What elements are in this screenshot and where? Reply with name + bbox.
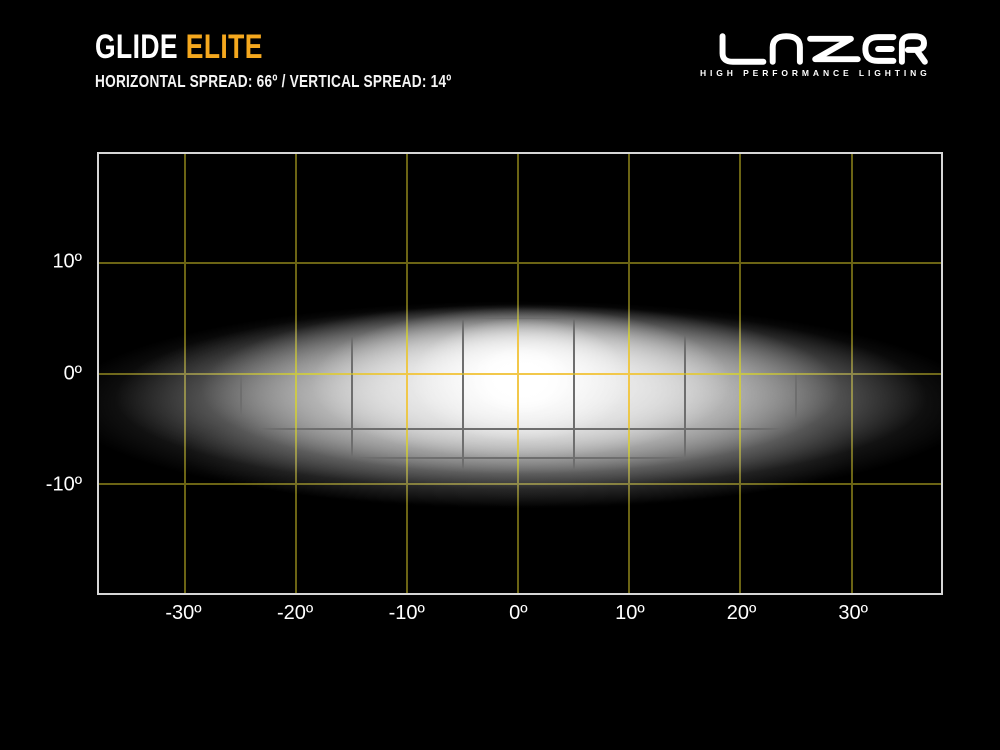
x-tick-label: -30º <box>165 602 202 624</box>
y-gridline <box>99 483 941 486</box>
x-gridline <box>517 154 520 593</box>
page-title: GLIDE ELITE <box>95 28 263 67</box>
x-tick-label: -20º <box>276 602 314 624</box>
y-gridline <box>99 372 941 375</box>
x-tick-label: 0º <box>509 602 528 624</box>
x-gridline <box>628 154 631 593</box>
subgrid-line-v <box>461 154 464 593</box>
logo-letter-z <box>807 35 861 63</box>
logo-letter-a <box>769 33 803 65</box>
beam-glow <box>99 154 941 593</box>
subgrid-line-h <box>99 287 941 290</box>
subgrid-line-v <box>350 154 353 593</box>
wall-subgrid-layer <box>99 154 941 593</box>
x-gridline <box>295 154 298 593</box>
subgrid-line-v <box>906 154 909 593</box>
x-gridline <box>850 154 853 593</box>
page-title-variant: ELITE <box>185 28 263 66</box>
x-tick-label: 20º <box>726 602 757 624</box>
logo-letter-l <box>719 33 767 65</box>
x-tick-label: 10º <box>615 602 645 624</box>
lazer-logo-svg <box>719 33 928 65</box>
x-gridline <box>295 154 298 593</box>
x-gridline <box>850 154 853 593</box>
lazer-logo <box>700 32 944 66</box>
x-gridline <box>184 154 187 593</box>
subgrid-line-h <box>99 427 941 430</box>
x-gridline <box>739 154 742 593</box>
y-gridline <box>99 261 941 264</box>
y-gridline <box>99 372 941 375</box>
subgrid-line-v <box>128 154 131 593</box>
spread-subtitle: HORIZONTAL SPREAD: 66º / VERTICAL SPREAD… <box>95 71 452 91</box>
x-gridline <box>406 154 409 593</box>
y-axis-labels: 10º 0º -10º <box>18 152 82 595</box>
y-gridline <box>99 261 941 264</box>
y-tick-label: -10º <box>45 473 82 496</box>
page-title-product: GLIDE <box>95 28 178 66</box>
logo-letter-r <box>898 33 928 65</box>
subgrid-line-h <box>99 317 941 320</box>
grid-over-dark-layer <box>99 154 941 593</box>
beam-pattern-chart <box>97 152 943 595</box>
x-gridline <box>739 154 742 593</box>
x-gridline <box>184 154 187 593</box>
subgrid-line-v <box>572 154 575 593</box>
x-gridline <box>517 154 520 593</box>
logo-letter-e <box>862 34 897 64</box>
x-gridline <box>406 154 409 593</box>
subgrid-line-h <box>99 456 941 459</box>
subgrid-line-v <box>239 154 242 593</box>
subgrid-line-v <box>795 154 798 593</box>
y-tick-label: 10º <box>52 250 82 273</box>
grid-over-beam-layer <box>99 154 941 593</box>
brand-tagline: HIGH PERFORMANCE LIGHTING <box>700 68 931 78</box>
subgrid-line-v <box>683 154 686 593</box>
x-tick-label: 30º <box>838 602 868 624</box>
y-gridline <box>99 483 941 486</box>
x-gridline <box>628 154 631 593</box>
x-axis-labels: -30º -20º -10º 0º 10º 20º 30º <box>97 602 943 630</box>
x-tick-label: -10º <box>388 602 425 624</box>
y-tick-label: 0º <box>63 362 82 384</box>
